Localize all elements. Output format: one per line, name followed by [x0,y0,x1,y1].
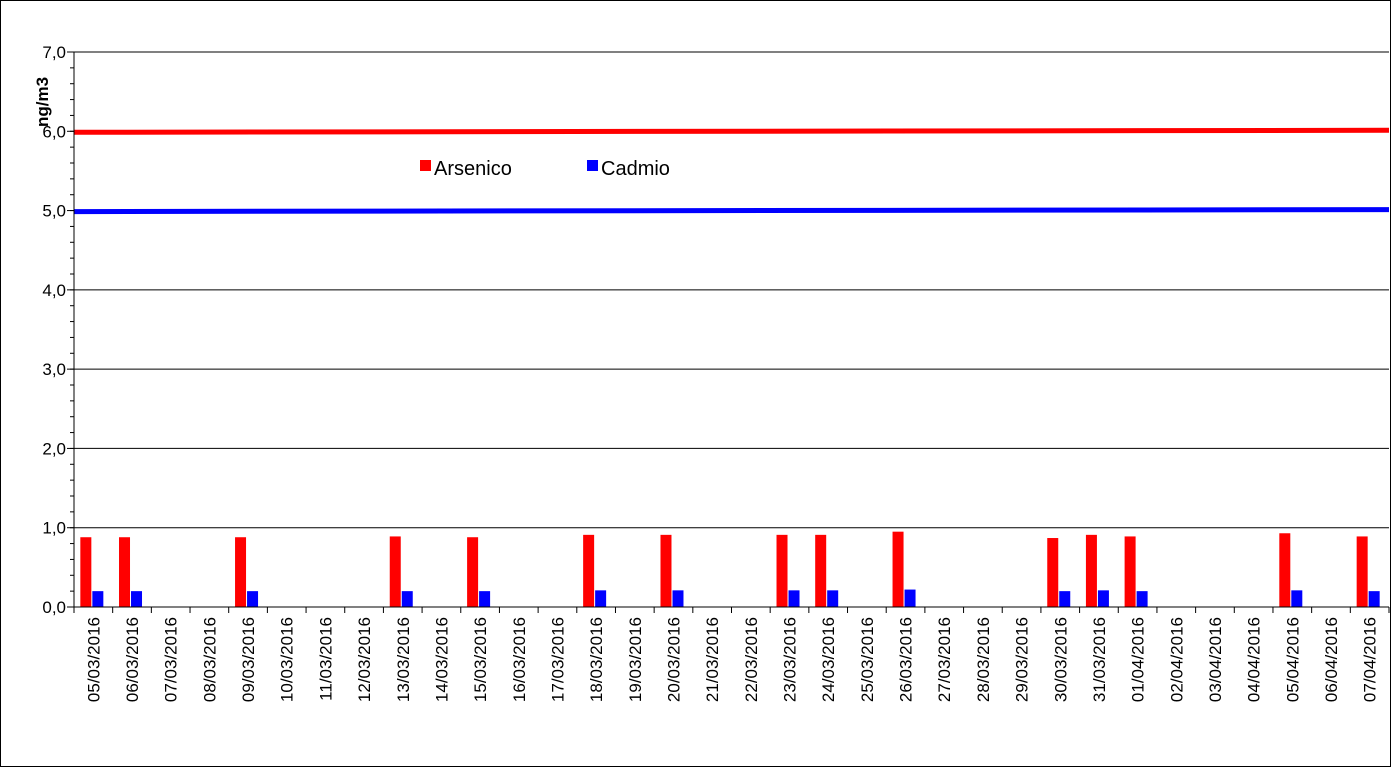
y-tick-label: 5,0 [42,202,66,221]
y-tick-labels: 0,0 1,0 2,0 3,0 4,0 5,0 6,0 7,0 [42,43,66,617]
x-tick-label: 10/03/2016 [278,617,297,702]
x-tick-label: 25/03/2016 [858,617,877,702]
y-tick-label: 6,0 [42,122,66,141]
bar-cadmio [904,589,916,607]
x-tick-label: 22/03/2016 [742,617,761,702]
y-tick-label: 1,0 [42,519,66,538]
y-tick-label: 0,0 [42,598,66,617]
legend-label-arsenico: Arsenico [434,158,512,180]
bar-arsenico [1279,533,1291,607]
y-tick-label: 2,0 [42,439,66,458]
bar-cadmio [401,591,413,607]
bar-arsenico [467,537,479,607]
x-tick-label: 20/03/2016 [664,617,683,702]
bar-cadmio [1368,591,1380,607]
bar-cadmio [827,590,839,607]
bar-arsenico [776,534,788,607]
bar-cadmio [1059,591,1071,607]
x-tick-label: 21/03/2016 [703,617,722,702]
bar-arsenico [1047,538,1059,607]
x-tick-label: 08/03/2016 [200,617,219,702]
bar-cadmio [1291,590,1303,607]
bar-arsenico [119,537,131,607]
y-tick-label: 4,0 [42,281,66,300]
y-tick-label: 3,0 [42,360,66,379]
x-tick-label: 04/04/2016 [1245,617,1264,702]
bar-cadmio [92,591,104,607]
bar-arsenico [815,534,827,607]
bars [80,531,1380,607]
x-tick-label: 01/04/2016 [1129,617,1148,702]
x-tick-label: 02/04/2016 [1167,617,1186,702]
x-tick-label: 12/03/2016 [355,617,374,702]
x-tick-label: 28/03/2016 [974,617,993,702]
x-tick-label: 30/03/2016 [1051,617,1070,702]
x-tick-label: 29/03/2016 [1013,617,1032,702]
bar-arsenico [1124,536,1136,607]
x-tick-label: 14/03/2016 [432,617,451,702]
x-tick-label: 13/03/2016 [394,617,413,702]
bar-arsenico [80,537,92,607]
legend: Arsenico Cadmio [420,158,670,180]
bar-cadmio [247,591,259,607]
x-tick-label: 17/03/2016 [548,617,567,702]
x-tick-label: 19/03/2016 [626,617,645,702]
x-tick-label: 09/03/2016 [239,617,258,702]
bar-arsenico [583,534,595,607]
x-tick-label: 27/03/2016 [935,617,954,702]
x-tick-label: 05/04/2016 [1283,617,1302,702]
reference-lines [73,127,1390,215]
bar-cadmio [1097,590,1109,607]
x-tick-label: 24/03/2016 [819,617,838,702]
x-tick-label: 06/03/2016 [123,617,142,702]
bar-cadmio [479,591,491,607]
bar-arsenico [1085,534,1097,607]
bar-cadmio [672,590,684,607]
bar-arsenico [892,531,904,607]
bar-cadmio [131,591,143,607]
legend-swatch-arsenico [420,160,431,171]
x-tick-label: 05/03/2016 [84,617,103,702]
x-tick-label: 07/03/2016 [162,617,181,702]
x-tick-label: 16/03/2016 [510,617,529,702]
y-tick-label: 7,0 [42,43,66,62]
grid-lines [67,51,1389,608]
y-axis-label: ng/m3 [33,77,52,127]
bar-cadmio [788,590,800,607]
bar-arsenico [1356,536,1368,607]
bar-arsenico [660,534,672,607]
x-tick-label: 23/03/2016 [781,617,800,702]
bar-cadmio [1136,591,1148,607]
legend-label-cadmio: Cadmio [601,158,670,180]
reference-line [73,207,1390,215]
reference-line [73,127,1390,135]
bar-arsenico [235,537,247,607]
legend-swatch-cadmio [587,160,598,171]
x-tick-label: 18/03/2016 [587,617,606,702]
bar-arsenico [389,536,401,607]
x-tick-label: 06/04/2016 [1322,617,1341,702]
x-tick-label: 15/03/2016 [471,617,490,702]
x-tick-label: 26/03/2016 [897,617,916,702]
x-tick-labels: 05/03/2016 06/03/2016 07/03/2016 08/03/2016… [84,617,1379,702]
x-tick-label: 07/04/2016 [1361,617,1380,702]
x-tick-label: 11/03/2016 [316,617,335,701]
x-tick-label: 31/03/2016 [1090,617,1109,702]
bar-cadmio [595,590,607,607]
axes [73,52,1390,613]
x-tick-label: 03/04/2016 [1206,617,1225,702]
